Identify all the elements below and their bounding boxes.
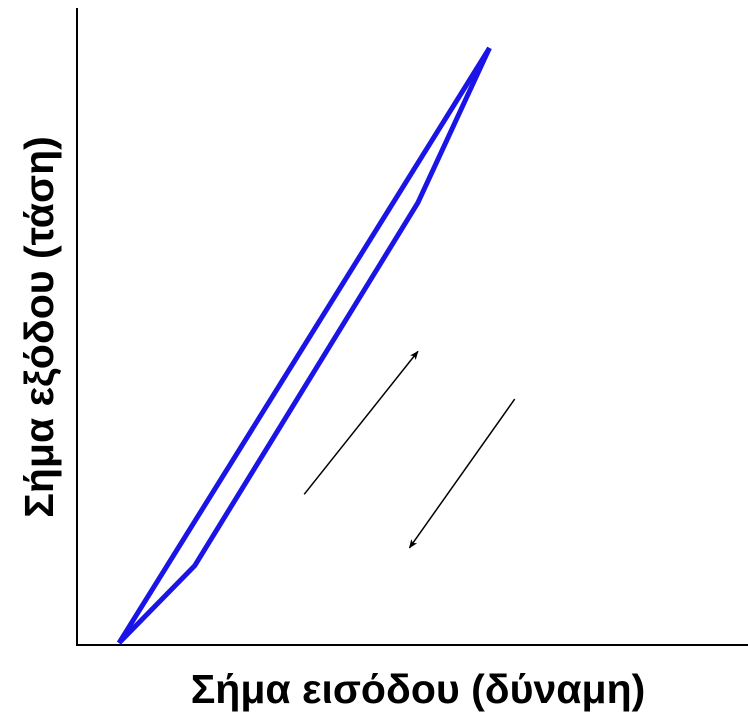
series-layer bbox=[116, 46, 492, 645]
arrow-up-right bbox=[303, 350, 419, 495]
annotation-layer bbox=[303, 350, 516, 549]
x-axis-label: Σήμα εισόδου (δύναμη) bbox=[191, 666, 646, 712]
arrow-down-left bbox=[408, 398, 516, 549]
y-axis-label: Σήμα εξόδου (τάση) bbox=[16, 136, 62, 518]
plot-area bbox=[76, 8, 748, 646]
series-line-upper bbox=[116, 46, 492, 645]
series-line-lower bbox=[117, 46, 492, 645]
